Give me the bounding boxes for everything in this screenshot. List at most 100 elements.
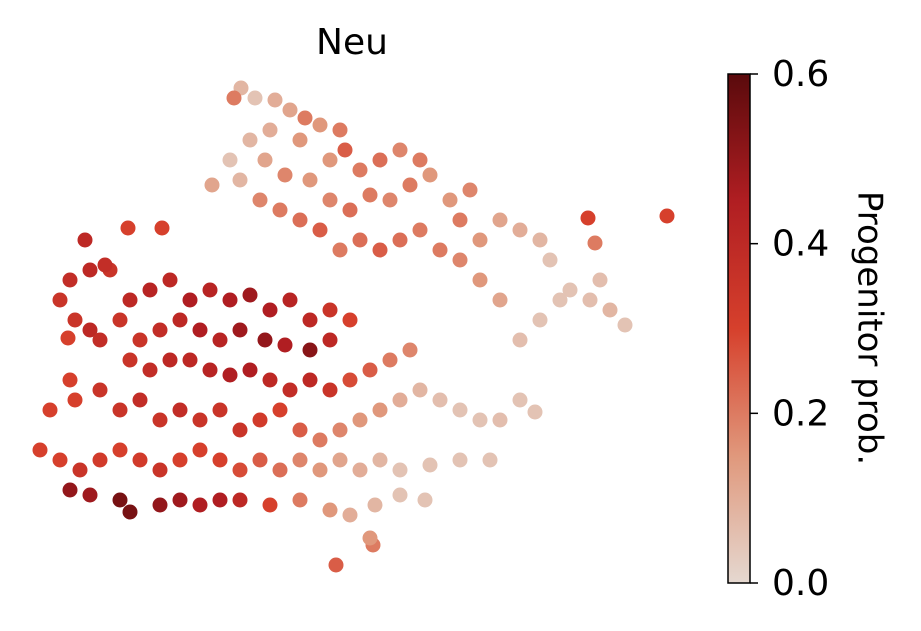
point (292, 132, 308, 148)
point (372, 152, 388, 168)
point (277, 337, 293, 353)
point (452, 212, 468, 228)
point (92, 332, 108, 348)
point (292, 422, 308, 438)
point (382, 352, 398, 368)
point (472, 232, 488, 248)
point (242, 287, 258, 303)
point (272, 202, 288, 218)
point (142, 362, 158, 378)
point (382, 192, 398, 208)
point (282, 102, 298, 118)
point (372, 242, 388, 258)
point (67, 312, 83, 328)
point (202, 282, 218, 298)
point (132, 332, 148, 348)
point (302, 172, 318, 188)
point (232, 172, 248, 188)
point (352, 232, 368, 248)
point (392, 392, 408, 408)
point (282, 292, 298, 308)
point (242, 132, 258, 148)
point (72, 462, 88, 478)
point (112, 402, 128, 418)
point (172, 312, 188, 328)
point (32, 442, 48, 458)
point (342, 312, 358, 328)
point (122, 352, 138, 368)
point (192, 497, 208, 513)
point (362, 187, 378, 203)
point (332, 422, 348, 438)
point (282, 382, 298, 398)
point (142, 282, 158, 298)
point (342, 372, 358, 388)
point (432, 242, 448, 258)
point (212, 332, 228, 348)
point (162, 352, 178, 368)
point (580, 210, 596, 226)
point (442, 192, 458, 208)
point (82, 322, 98, 338)
point (152, 322, 168, 338)
point (352, 412, 368, 428)
point (532, 232, 548, 248)
point (322, 302, 338, 318)
point (302, 342, 318, 358)
colorbar-tick-label: 0.0 (772, 563, 829, 604)
point (62, 372, 78, 388)
point (322, 502, 338, 518)
point (492, 412, 508, 428)
point (312, 117, 328, 133)
point (62, 272, 78, 288)
point (587, 235, 603, 251)
point (582, 292, 598, 308)
point (152, 497, 168, 513)
point (328, 557, 344, 573)
point (152, 462, 168, 478)
point (297, 110, 313, 126)
point (422, 457, 438, 473)
point (192, 442, 208, 458)
point (212, 402, 228, 418)
point (232, 322, 248, 338)
point (112, 492, 128, 508)
point (92, 382, 108, 398)
point (482, 452, 498, 468)
point (452, 452, 468, 468)
point (182, 292, 198, 308)
point (154, 220, 170, 236)
point (212, 492, 228, 508)
point (182, 352, 198, 368)
point (152, 412, 168, 428)
point (222, 152, 238, 168)
point (512, 332, 528, 348)
point (252, 452, 268, 468)
point (192, 322, 208, 338)
point (262, 122, 278, 138)
point (602, 302, 618, 318)
point (402, 177, 418, 193)
point (302, 312, 318, 328)
point (242, 362, 258, 378)
point (292, 212, 308, 228)
point (120, 220, 136, 236)
point (92, 452, 108, 468)
colorbar-label: Progenitor prob. (850, 191, 890, 465)
point (472, 272, 488, 288)
point (132, 452, 148, 468)
point (392, 462, 408, 478)
point (412, 222, 428, 238)
point (332, 242, 348, 258)
point (392, 232, 408, 248)
point (272, 462, 288, 478)
point (202, 362, 218, 378)
point (292, 492, 308, 508)
point (492, 212, 508, 228)
point (367, 497, 383, 513)
point (412, 382, 428, 398)
point (212, 452, 228, 468)
point (257, 152, 273, 168)
point (232, 422, 248, 438)
point (322, 332, 338, 348)
